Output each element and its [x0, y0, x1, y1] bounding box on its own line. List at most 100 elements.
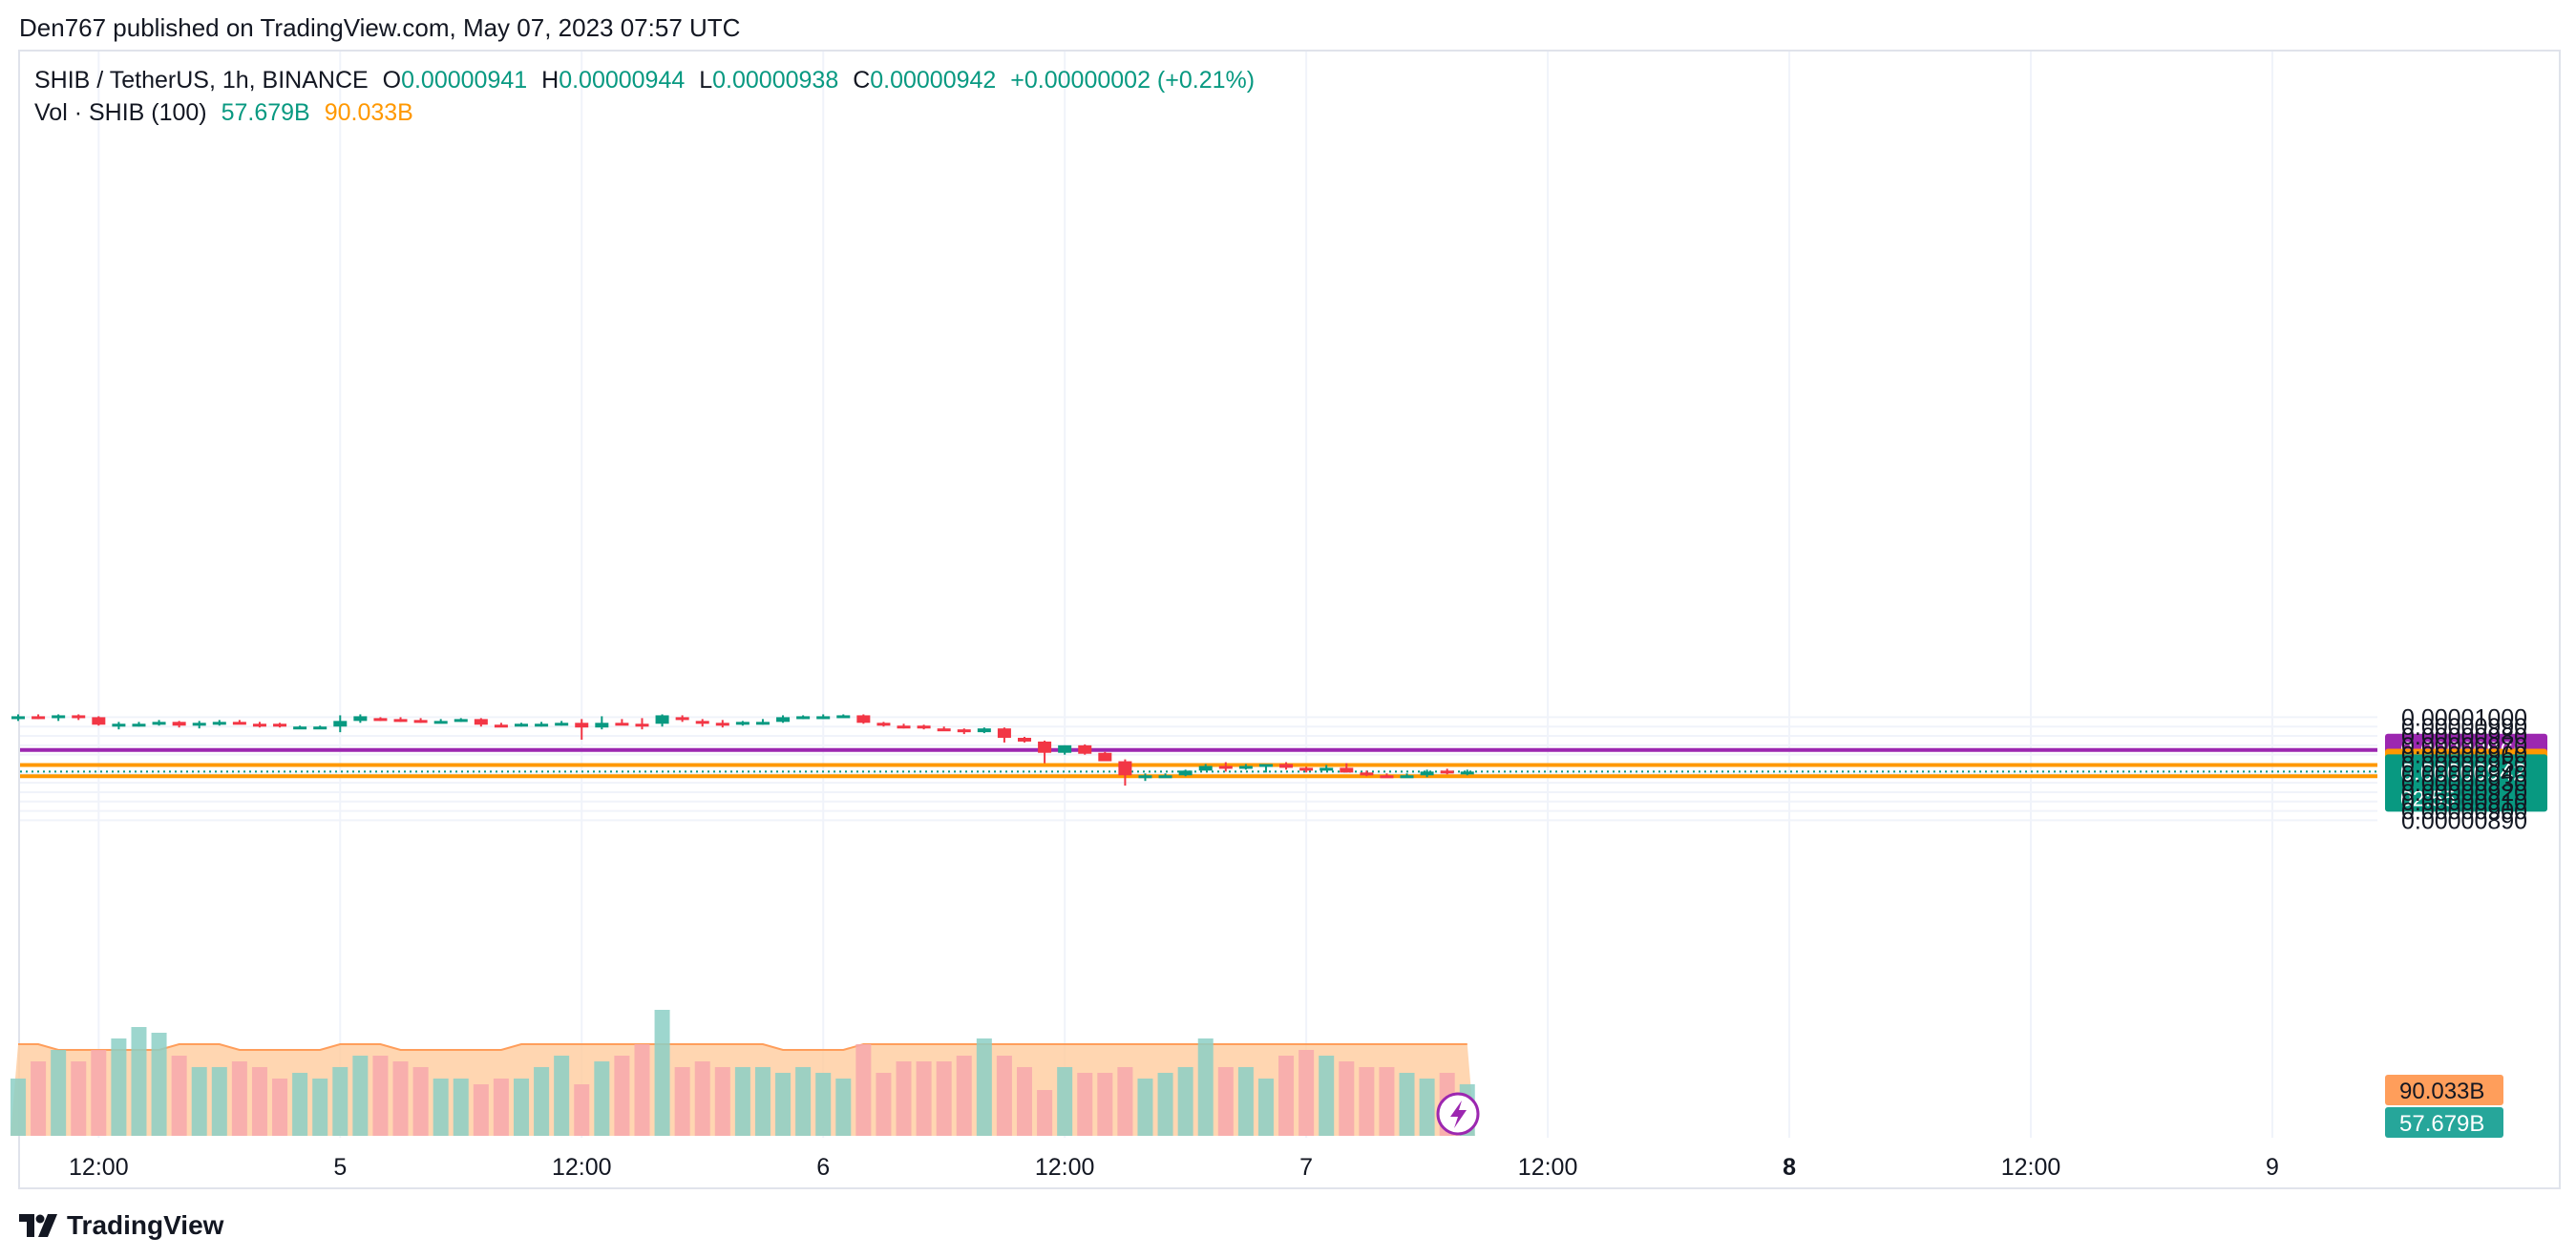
- close-value: 0.00000942: [870, 67, 997, 94]
- candle-body: [1218, 765, 1233, 769]
- volume-bar: [694, 1061, 710, 1136]
- volume-label[interactable]: Vol · SHIB (100): [34, 99, 207, 126]
- candle-body: [1198, 765, 1213, 771]
- candle-body: [1118, 761, 1132, 776]
- volume-bar: [332, 1067, 348, 1136]
- volume-ma-tag: [2385, 1075, 2503, 1105]
- volume-bar: [734, 1067, 750, 1136]
- volume-bar: [614, 1056, 630, 1136]
- volume-bar: [1117, 1067, 1133, 1136]
- volume-bar: [855, 1044, 872, 1136]
- volume-bar: [835, 1079, 852, 1136]
- volume-bar: [71, 1061, 87, 1136]
- volume-bar: [392, 1061, 409, 1136]
- volume-bar: [473, 1084, 489, 1136]
- lightning-icon[interactable]: [1436, 1092, 1480, 1136]
- candle-body: [937, 728, 951, 732]
- time-axis: 12:00 5 12:00 6 12:00 7 12:00 8 12:00 9: [69, 1154, 2279, 1181]
- tradingview-logo[interactable]: TradingView: [19, 1208, 223, 1243]
- volume-pane: [11, 1010, 1475, 1136]
- volume-ma-tag-label: 90.033B: [2399, 1079, 2484, 1104]
- candle-body: [1078, 744, 1092, 754]
- volume-bar: [1037, 1090, 1053, 1136]
- volume-bar: [433, 1079, 449, 1136]
- volume-bar: [775, 1073, 792, 1136]
- high-value: 0.00000944: [559, 67, 686, 94]
- symbol-label[interactable]: SHIB / TetherUS, 1h, BINANCE: [34, 67, 369, 94]
- candle-body: [735, 722, 750, 725]
- candle-body: [313, 726, 327, 730]
- candle-body: [293, 726, 307, 730]
- time-tick-label: 12:00: [2001, 1154, 2061, 1181]
- price-tick-label: 0.00000910: [2401, 789, 2527, 816]
- price-tick-label: 0.00000920: [2401, 780, 2527, 807]
- volume-bar: [292, 1073, 308, 1136]
- candles: [11, 714, 1474, 786]
- candle-body: [353, 716, 368, 722]
- time-tick-label: 12:00: [69, 1154, 129, 1181]
- candle-body: [1158, 775, 1172, 779]
- volume-bar: [272, 1079, 288, 1136]
- volume-bar: [634, 1044, 650, 1136]
- candle-body: [555, 723, 569, 726]
- volume-value: 57.679B: [221, 99, 310, 126]
- candle-body: [1320, 767, 1334, 771]
- price-tick-label: 0.00000890: [2401, 807, 2527, 834]
- candle-body: [333, 721, 348, 727]
- volume-ma-line: [18, 1043, 1467, 1051]
- grid: [20, 52, 2377, 1138]
- volume-bar: [453, 1079, 469, 1136]
- candle-body: [393, 719, 408, 723]
- price-tick-label: 0.00000940: [2401, 761, 2527, 787]
- candle-body: [1258, 764, 1273, 767]
- candle-body: [1279, 764, 1294, 768]
- candle-body: [635, 723, 649, 727]
- volume-bar: [191, 1067, 207, 1136]
- volume-bar: [1197, 1038, 1214, 1136]
- volume-bar: [1017, 1067, 1032, 1136]
- candle-body: [1420, 771, 1434, 776]
- candle-body: [1299, 767, 1314, 771]
- tradingview-logo-icon: [19, 1214, 57, 1237]
- candle-body: [957, 729, 971, 733]
- brand-name: TradingView: [67, 1210, 224, 1240]
- candle-body: [232, 722, 246, 725]
- last-price-tag: [2385, 754, 2547, 812]
- candle-body: [776, 717, 791, 723]
- volume-bar: [815, 1073, 832, 1136]
- volume-bar: [534, 1067, 550, 1136]
- candle-body: [212, 722, 226, 725]
- candle-body: [856, 715, 871, 723]
- price-tick-label: 0.00000900: [2401, 799, 2527, 826]
- time-tick-label: 12:00: [1035, 1154, 1095, 1181]
- candle-body: [515, 723, 528, 727]
- candle-body: [1380, 775, 1394, 779]
- candle-body: [32, 716, 46, 720]
- candle-body: [1340, 767, 1354, 773]
- volume-bar: [936, 1061, 952, 1136]
- time-tick-label: 6: [816, 1154, 830, 1181]
- candle-body: [816, 716, 831, 720]
- candle-body: [715, 723, 729, 726]
- candle-body: [695, 721, 709, 724]
- volume-bar: [1278, 1056, 1295, 1136]
- volume-bar: [976, 1038, 992, 1136]
- volume-bar: [493, 1079, 509, 1136]
- volume-bar: [412, 1067, 429, 1136]
- volume-bar: [896, 1061, 912, 1136]
- volume-ma-value: 90.033B: [324, 99, 413, 126]
- countdown-label: 02:55: [2400, 786, 2456, 810]
- candle-body: [876, 723, 891, 726]
- candle-body: [172, 722, 186, 726]
- volume-bar: [1359, 1067, 1375, 1136]
- high-label: H: [541, 67, 560, 94]
- candle-body: [474, 719, 488, 725]
- candle-body: [1238, 765, 1253, 769]
- volume-bar: [514, 1079, 529, 1136]
- candle-body: [152, 722, 166, 725]
- candle-body: [796, 716, 811, 720]
- volume-bar: [594, 1061, 610, 1136]
- volume-bar: [51, 1050, 67, 1136]
- time-tick-label: 5: [333, 1154, 347, 1181]
